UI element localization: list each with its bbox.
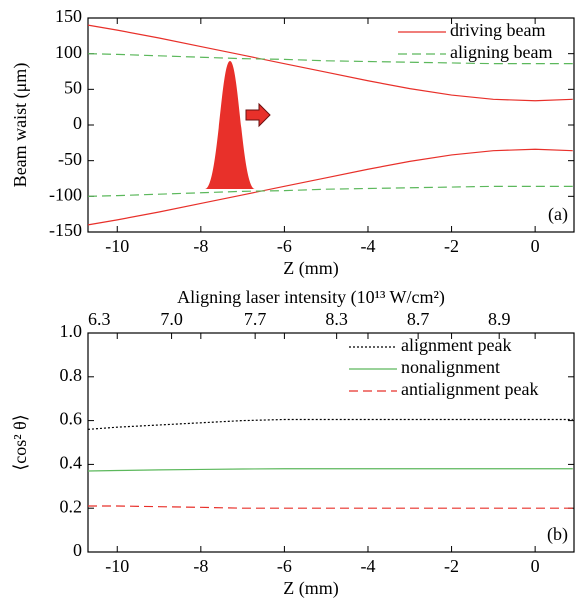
x-axis-title: Z (mm) [283,578,339,599]
x2-tick-label: 8.7 [407,309,430,329]
y-tick-label: 150 [55,6,82,26]
x-tick-label: -10 [105,236,129,256]
series-line [87,53,573,65]
series-line [87,148,573,226]
series-line [87,418,573,430]
x2-tick-label: 7.7 [244,309,267,329]
y-axis-title: ⟨cos² θ⟩ [10,414,30,471]
x-tick-label: -2 [444,556,459,576]
legend-label: antialignment peak [401,379,538,399]
y-tick-label: 100 [55,42,82,62]
y-tick-label: -50 [58,149,82,169]
y-tick-label: 0 [73,113,82,133]
y-tick-label: 0.6 [60,409,83,429]
legend-label: alignment peak [401,335,511,355]
laser-pulse [205,61,255,189]
y-tick-label: 0.2 [60,496,83,516]
series-line [87,24,573,102]
legend-label: aligning beam [450,42,552,62]
x-tick-label: -8 [193,236,208,256]
x2-axis-title: Aligning laser intensity (10¹³ W/cm²) [177,287,445,308]
y-tick-label: -100 [49,184,82,204]
x-axis-title: Z (mm) [283,258,339,279]
x2-tick-label: 8.3 [325,309,348,329]
series-line [88,505,573,509]
y-axis-title: Beam waist (μm) [10,63,31,188]
y-tick-label: -150 [49,220,82,240]
x2-tick-label: 8.9 [488,309,511,329]
x2-tick-label: 7.0 [160,309,183,329]
y-tick-label: 1.0 [60,321,83,341]
x-tick-label: -4 [360,236,375,256]
plot-frame [87,332,575,553]
series-line [87,468,573,472]
x-tick-label: -10 [105,556,129,576]
x-tick-label: -6 [277,236,292,256]
y-tick-label: 0.4 [60,453,83,473]
legend-label: driving beam [450,20,545,40]
x-tick-label: 0 [531,556,540,576]
panel-label: (a) [548,204,568,225]
x-tick-label: -4 [360,556,375,576]
pulse-arrow [245,102,271,128]
panel-label: (b) [547,524,568,545]
series-line [87,185,573,197]
x-tick-label: -8 [193,556,208,576]
y-tick-label: 0 [73,540,82,560]
y-tick-label: 0.8 [60,365,83,385]
legend-label: nonalignment [401,357,500,377]
x2-tick-label: 6.3 [88,309,111,329]
x-tick-label: -6 [277,556,292,576]
x-tick-label: 0 [531,236,540,256]
x-tick-label: -2 [444,236,459,256]
y-tick-label: 50 [64,77,82,97]
